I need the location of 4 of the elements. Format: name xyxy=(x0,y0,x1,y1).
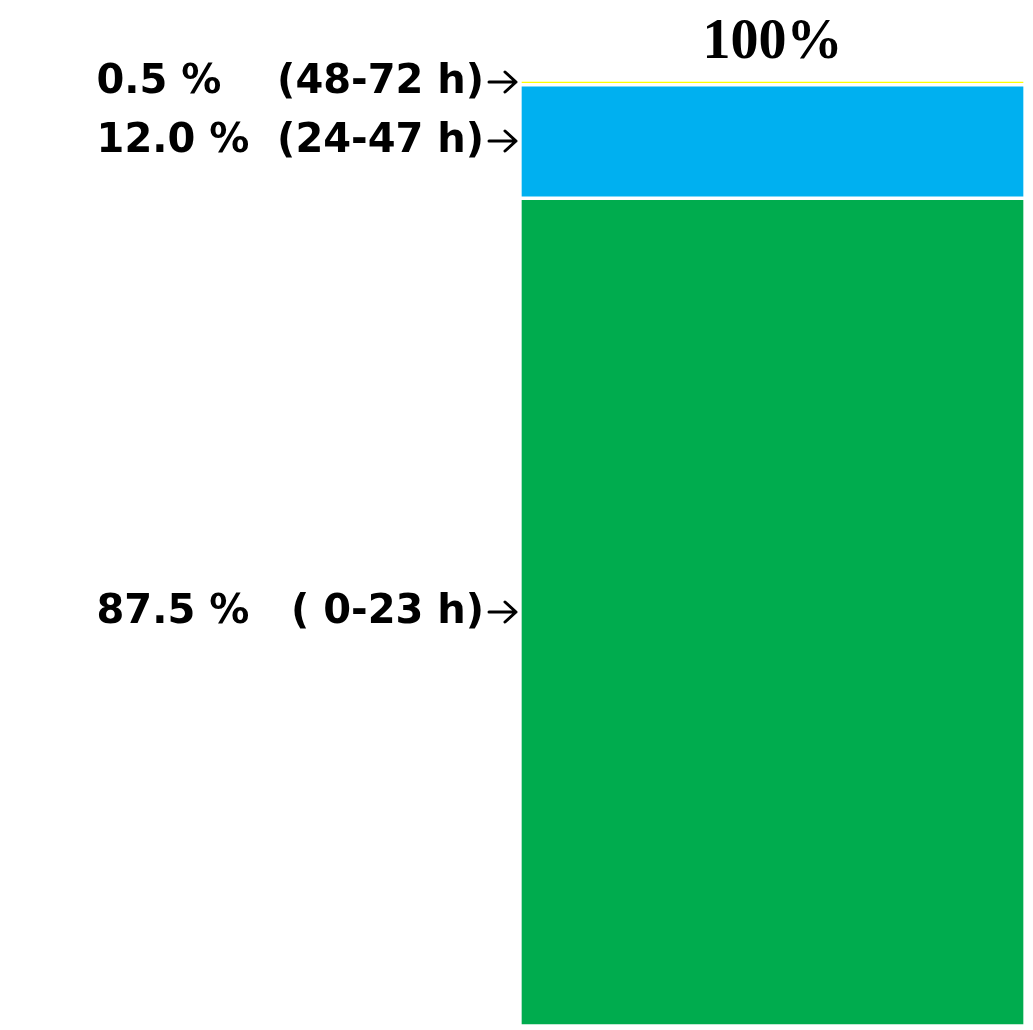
data-label: 12.0 % (24-47 h) xyxy=(96,114,484,161)
data-label: 0.5 % (48-72 h) xyxy=(96,55,484,102)
data-label: 87.5 % ( 0-23 h) xyxy=(96,585,484,632)
total-label: 100% xyxy=(702,8,843,71)
